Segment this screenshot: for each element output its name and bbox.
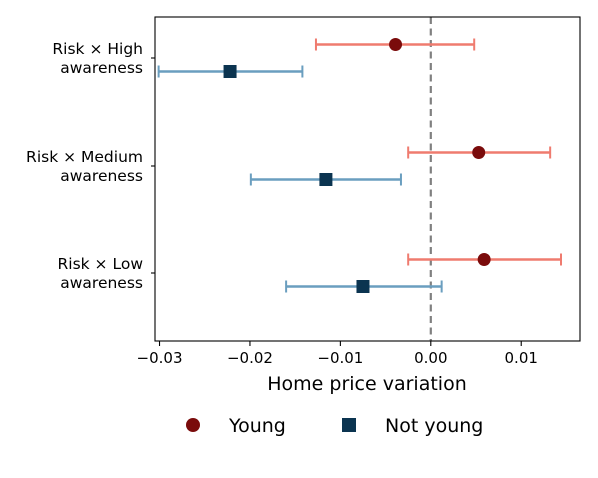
x-axis-ticks: −0.03 −0.02 −0.01 0.00 0.01 bbox=[137, 341, 538, 367]
legend: Young Not young bbox=[186, 415, 483, 437]
x-tick-label: −0.01 bbox=[317, 349, 363, 367]
legend-marker-young bbox=[186, 418, 200, 432]
x-axis-label: Home price variation bbox=[267, 373, 467, 395]
x-tick-label: 0.01 bbox=[505, 349, 538, 367]
y-tick-label: awareness bbox=[60, 167, 143, 185]
y-tick-label: awareness bbox=[60, 59, 143, 77]
point-estimate-circle bbox=[389, 38, 403, 51]
plot-frame bbox=[154, 16, 581, 342]
point-estimate-circle bbox=[472, 146, 486, 159]
legend-label-young: Young bbox=[228, 415, 286, 437]
point-estimate-square bbox=[319, 173, 333, 186]
point-estimate-square bbox=[223, 65, 237, 78]
x-tick-label: −0.02 bbox=[227, 349, 273, 367]
plot-layer bbox=[157, 17, 563, 341]
y-tick-label: Risk × High bbox=[52, 40, 143, 58]
x-tick-label: −0.03 bbox=[137, 349, 183, 367]
y-tick-label: Risk × Medium bbox=[26, 148, 143, 166]
y-tick-label: awareness bbox=[60, 274, 143, 292]
point-estimate-circle bbox=[477, 253, 491, 266]
legend-marker-not-young bbox=[342, 418, 356, 432]
legend-label-not-young: Not young bbox=[385, 415, 483, 437]
point-estimate-square bbox=[356, 280, 370, 293]
x-tick-label: 0.00 bbox=[414, 349, 447, 367]
axes-box bbox=[154, 16, 581, 342]
y-tick-label: Risk × Low bbox=[58, 255, 144, 273]
